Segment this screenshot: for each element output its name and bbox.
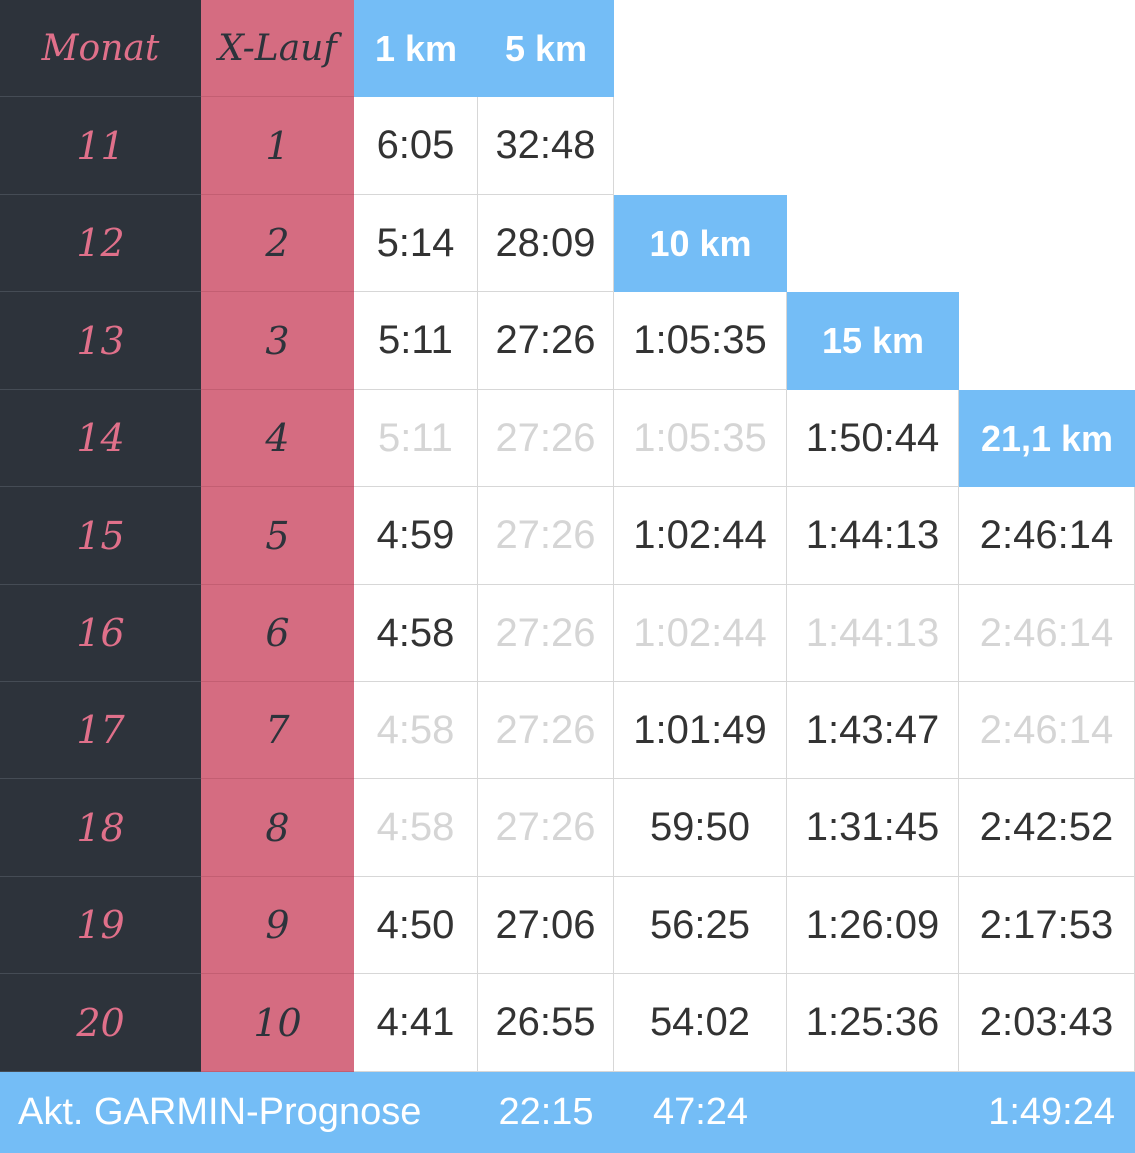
time-cell-km15: 1:43:47: [787, 682, 959, 779]
month-cell: 14: [0, 390, 201, 487]
time-cell-km5: 28:09: [478, 195, 614, 292]
time-cell-km10: 1:05:35: [614, 292, 787, 390]
time-cell-km15: 1:31:45: [787, 779, 959, 877]
x-lauf-cell: 7: [201, 682, 354, 779]
time-cell-km1: 6:05: [354, 97, 478, 195]
header-1-km: 1 km: [354, 0, 478, 97]
month-cell: 16: [0, 585, 201, 682]
time-cell-km1: 4:58: [354, 585, 478, 682]
time-cell-km15: 1:44:13: [787, 585, 959, 682]
x-lauf-cell: 10: [201, 974, 354, 1072]
time-cell-km1: 4:41: [354, 974, 478, 1072]
time-cell-km10: 56:25: [614, 877, 787, 974]
month-cell: 11: [0, 97, 201, 195]
time-cell-km5: 32:48: [478, 97, 614, 195]
time-cell-km10: 1:02:44: [614, 487, 787, 585]
time-cell-km1: 4:50: [354, 877, 478, 974]
x-lauf-cell: 4: [201, 390, 354, 487]
x-lauf-cell: 9: [201, 877, 354, 974]
header-5-km: 5 km: [478, 0, 614, 97]
month-cell: 13: [0, 292, 201, 390]
garmin-prognose-5km: 22:15: [478, 1072, 614, 1153]
time-cell-km21: 2:46:14: [959, 585, 1135, 682]
time-cell-km5: 27:26: [478, 779, 614, 877]
time-cell-km15: 1:25:36: [787, 974, 959, 1072]
garmin-prognose-21km: 1:49:24: [787, 1072, 1135, 1153]
time-cell-km21: 2:46:14: [959, 487, 1135, 585]
time-cell-km10: 1:02:44: [614, 585, 787, 682]
month-cell: 20: [0, 974, 201, 1072]
time-cell-km5: 27:26: [478, 487, 614, 585]
header-10-km: 10 km: [614, 195, 787, 292]
time-cell-km21: 2:03:43: [959, 974, 1135, 1072]
month-cell: 17: [0, 682, 201, 779]
time-cell-km5: 27:26: [478, 390, 614, 487]
time-cell-km10: 1:05:35: [614, 390, 787, 487]
x-lauf-cell: 5: [201, 487, 354, 585]
header-monat: Monat: [0, 0, 201, 97]
month-cell: 18: [0, 779, 201, 877]
time-cell-km10: 1:01:49: [614, 682, 787, 779]
time-cell-km10: 54:02: [614, 974, 787, 1072]
header-21-km: 21,1 km: [959, 390, 1135, 487]
x-lauf-cell: 8: [201, 779, 354, 877]
time-cell-km15: 1:44:13: [787, 487, 959, 585]
month-cell: 19: [0, 877, 201, 974]
time-cell-km5: 27:06: [478, 877, 614, 974]
x-lauf-cell: 2: [201, 195, 354, 292]
time-cell-km5: 27:26: [478, 292, 614, 390]
time-cell-km1: 4:59: [354, 487, 478, 585]
time-cell-km5: 27:26: [478, 682, 614, 779]
time-cell-km5: 26:55: [478, 974, 614, 1072]
time-cell-km1: 5:14: [354, 195, 478, 292]
time-cell-km1: 5:11: [354, 292, 478, 390]
time-cell-km21: 2:17:53: [959, 877, 1135, 974]
time-cell-km15: 1:50:44: [787, 390, 959, 487]
x-lauf-cell: 3: [201, 292, 354, 390]
time-cell-km1: 5:11: [354, 390, 478, 487]
x-lauf-cell: 6: [201, 585, 354, 682]
month-cell: 15: [0, 487, 201, 585]
time-cell-km21: 2:46:14: [959, 682, 1135, 779]
month-cell: 12: [0, 195, 201, 292]
garmin-prognose-10km: 47:24: [614, 1072, 787, 1153]
header-15-km: 15 km: [787, 292, 959, 390]
x-lauf-cell: 1: [201, 97, 354, 195]
header-x-lauf: X-Lauf: [201, 0, 354, 97]
time-cell-km15: 1:26:09: [787, 877, 959, 974]
time-cell-km1: 4:58: [354, 682, 478, 779]
time-cell-km10: 59:50: [614, 779, 787, 877]
time-cell-km1: 4:58: [354, 779, 478, 877]
time-cell-km21: 2:42:52: [959, 779, 1135, 877]
garmin-prognose-label: Akt. GARMIN-Prognose: [0, 1072, 478, 1153]
time-cell-km5: 27:26: [478, 585, 614, 682]
